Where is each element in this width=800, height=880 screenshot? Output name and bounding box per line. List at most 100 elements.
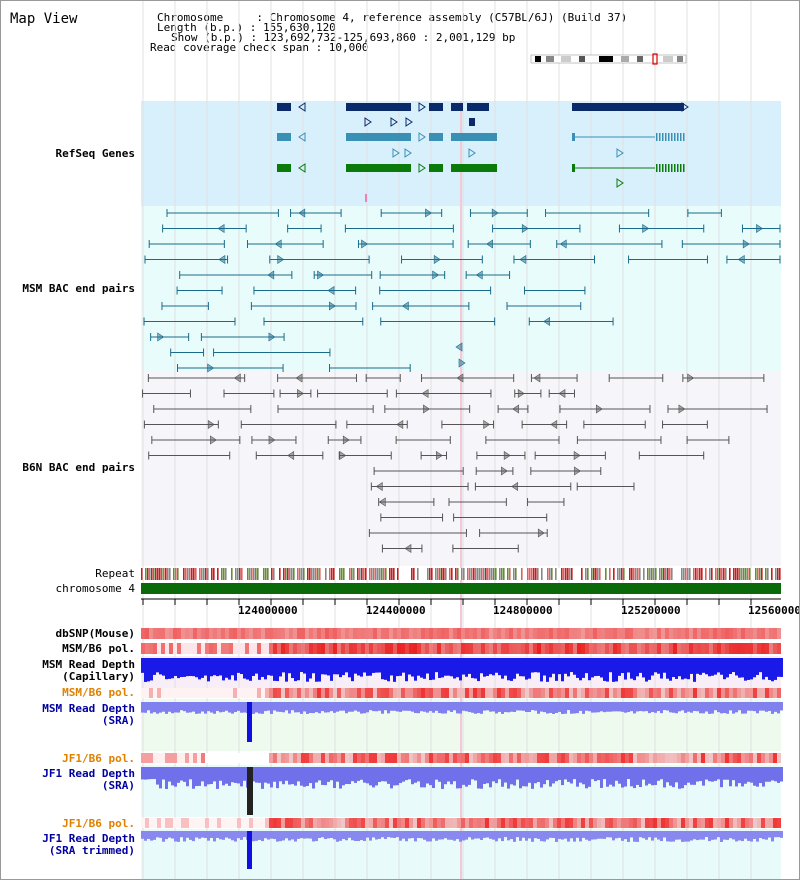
jf1-b6-pol-2-cell: [341, 818, 345, 828]
msm-capillary-depth-bar: [165, 658, 168, 680]
refseq-gene: [616, 178, 624, 188]
jf1-b6-pol-2-cell: [473, 818, 477, 828]
dbsnp-cell: [465, 628, 469, 639]
repeat-element: [771, 568, 773, 580]
repeat-element: [685, 568, 687, 580]
repeat-element: [169, 568, 171, 580]
msm-capillary-depth-bar: [294, 658, 297, 682]
jf1-sra-depth-bar: [723, 767, 726, 780]
msm-sra-depth-bar: [603, 702, 606, 713]
msm-capillary-depth-bar: [525, 658, 528, 680]
jf1-b6-pol-cell: [669, 753, 673, 763]
repeat-element: [211, 568, 213, 580]
msm-capillary-depth-bar: [396, 658, 399, 677]
jf1-b6-pol-2-cell: [769, 818, 773, 828]
msm-capillary-depth-bar: [651, 658, 654, 676]
jf1-sra-depth-bar: [477, 767, 480, 789]
msm-bac-end: [157, 332, 165, 342]
msm-b6-pol-cell: [161, 643, 165, 654]
repeat-element: [155, 568, 157, 580]
repeat-element: [693, 568, 695, 580]
track-label-refseq[interactable]: RefSeq Genes: [55, 147, 135, 160]
msm-b6-pol-2-cell: [689, 688, 693, 698]
jf1-b6-pol-2-cell: [173, 818, 177, 828]
msm-sra-depth-bar: [750, 702, 753, 711]
jf1-sra-depth-bar: [765, 767, 768, 782]
msm-b6-pol-cell: [293, 643, 297, 654]
jf1-b6-pol-cell: [409, 753, 413, 763]
msm-sra-depth-bar: [732, 702, 735, 714]
msm-sra-depth-bar: [393, 702, 396, 711]
msm-b6-pol-cell: [753, 643, 757, 654]
msm-sra-depth-bar: [333, 702, 336, 713]
msm-b6-pol-cell: [693, 643, 697, 654]
repeat-element: [315, 568, 317, 580]
axis-tick-label: 124400000: [366, 604, 426, 617]
msm-b6-pol-2-cell: [617, 688, 621, 698]
repeat-element: [373, 568, 375, 580]
msm-sra-depth-bar: [606, 702, 609, 712]
repeat-element: [499, 568, 501, 580]
dbsnp-cell: [261, 628, 265, 639]
msm-b6-pol-2-cell: [593, 688, 597, 698]
msm-b6-pol-2-cell: [469, 688, 473, 698]
msm-b6-pol-cell: [253, 643, 257, 654]
jf1-trimmed-depth-bar: [714, 831, 717, 840]
b6n-bac-end: [378, 497, 386, 507]
jf1-sra-depth-bar: [330, 767, 333, 781]
msm-b6-pol-cell: [241, 643, 245, 654]
jf1-b6-pol-2-cell: [425, 818, 429, 828]
jf1-b6-pol-cell: [381, 753, 385, 763]
jf1-sra-depth-bar: [492, 767, 495, 782]
refseq-gene: [662, 164, 664, 172]
jf1-b6-pol-cell: [305, 753, 309, 763]
track-label-msm-bac[interactable]: MSM BAC end pairs: [22, 282, 135, 295]
msm-b6-pol-2-cell: [701, 688, 705, 698]
repeat-element: [441, 568, 443, 580]
msm-b6-pol-cell: [497, 643, 501, 654]
jf1-trimmed-depth-bar: [618, 831, 621, 838]
repeat-element: [503, 568, 505, 580]
dbsnp-cell: [657, 628, 661, 639]
msm-sra-depth-bar: [738, 702, 741, 711]
msm-capillary-depth-bar: [720, 658, 723, 675]
msm-b6-pol-2-cell: [405, 688, 409, 698]
jf1-trimmed-depth-bar: [396, 831, 399, 838]
jf1-trimmed-depth-bar: [366, 831, 369, 838]
jf1-b6-pol-cell: [529, 753, 533, 763]
jf1-trimmed-depth-bar: [507, 831, 510, 841]
msm-sra-depth-bar: [699, 702, 702, 714]
repeat-element: [717, 568, 719, 580]
jf1-sra-depth-bar: [519, 767, 522, 789]
msm-capillary-depth-bar: [261, 658, 264, 677]
msm-sra-depth-bar: [765, 702, 768, 712]
msm-sra-depth-bar: [219, 702, 222, 713]
msm-b6-pol-cell: [237, 643, 241, 654]
jf1-sra-depth-bar: [735, 767, 738, 787]
dbsnp-cell: [509, 628, 513, 639]
msm-capillary-depth-bar: [354, 658, 357, 674]
jf1-trimmed-depth-bar: [429, 831, 432, 842]
msm-sra-depth-bar: [321, 702, 324, 712]
msm-b6-pol-2-cell: [641, 688, 645, 698]
dbsnp-cell: [233, 628, 237, 639]
jf1-sra-depth-bar: [156, 767, 159, 785]
jf1-sra-depth-bar: [450, 767, 453, 785]
msm-capillary-depth-bar: [225, 658, 228, 678]
jf1-b6-pol-cell: [493, 753, 497, 763]
jf1-b6-pol-2-cell: [649, 818, 653, 828]
jf1-trimmed-depth-bar: [525, 831, 528, 841]
jf1-sra-depth-bar: [405, 767, 408, 781]
jf1-b6-pol-2-cell: [625, 818, 629, 828]
jf1-trimmed-depth-spike: [247, 831, 252, 869]
jf1-trimmed-depth-bar: [450, 831, 453, 840]
msm-capillary-depth-bar: [747, 658, 750, 680]
msm-capillary-depth-bar: [210, 658, 213, 677]
msm-sra-depth-bar: [501, 702, 504, 714]
msm-sra-depth-bar: [594, 702, 597, 713]
track-label-b6n-bac[interactable]: B6N BAC end pairs: [22, 461, 135, 474]
jf1-sra-depth-bar: [489, 767, 492, 788]
jf1-b6-pol-cell: [425, 753, 429, 763]
msm-capillary-depth-bar: [441, 658, 444, 678]
